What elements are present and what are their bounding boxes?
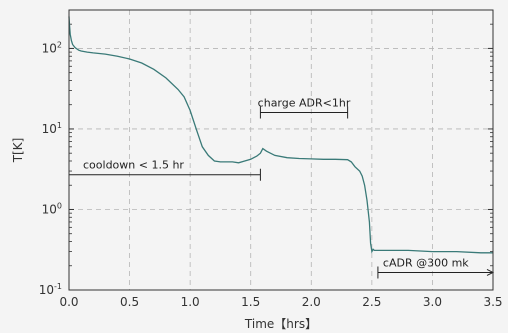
x-tick-label: 2.0 bbox=[302, 295, 321, 309]
x-axis-label: Time【hrs】 bbox=[244, 317, 317, 331]
grid-lines bbox=[69, 10, 493, 290]
y-tick-labels: 10-1 100 101 102 bbox=[39, 40, 62, 297]
annotation-label: charge ADR<1hr bbox=[258, 97, 351, 110]
x-tick-label: 0.5 bbox=[120, 295, 139, 309]
x-tick-label: 0.0 bbox=[59, 295, 78, 309]
x-tick-label: 3.5 bbox=[483, 295, 502, 309]
annotation-label: cooldown < 1.5 hr bbox=[83, 159, 184, 172]
x-tick-label: 1.0 bbox=[181, 295, 200, 309]
annotations: cooldown < 1.5 hr charge ADR<1hr cADR @300… bbox=[69, 97, 495, 279]
x-tick-label: 3.0 bbox=[423, 295, 442, 309]
y-axis-label: T[K] bbox=[11, 138, 25, 164]
y-tick-label: 101 bbox=[42, 121, 62, 136]
y-tick-label: 102 bbox=[42, 40, 62, 55]
annotation-2: cADR @300 mk bbox=[377, 256, 495, 279]
annotation-label: cADR @300 mk bbox=[383, 256, 469, 269]
y-tick-label: 10-1 bbox=[39, 282, 62, 297]
x-tick-label: 2.5 bbox=[362, 295, 381, 309]
y-tick-label: 100 bbox=[42, 201, 62, 216]
x-tick-label: 1.5 bbox=[241, 295, 260, 309]
x-tick-labels: 0.0 0.5 1.0 1.5 2.0 2.5 3.0 3.5 bbox=[59, 295, 502, 309]
plot-frame bbox=[68, 9, 494, 291]
annotation-1: charge ADR<1hr bbox=[258, 97, 351, 119]
annotation-0: cooldown < 1.5 hr bbox=[69, 159, 261, 181]
temperature-series-line bbox=[68, 16, 493, 254]
